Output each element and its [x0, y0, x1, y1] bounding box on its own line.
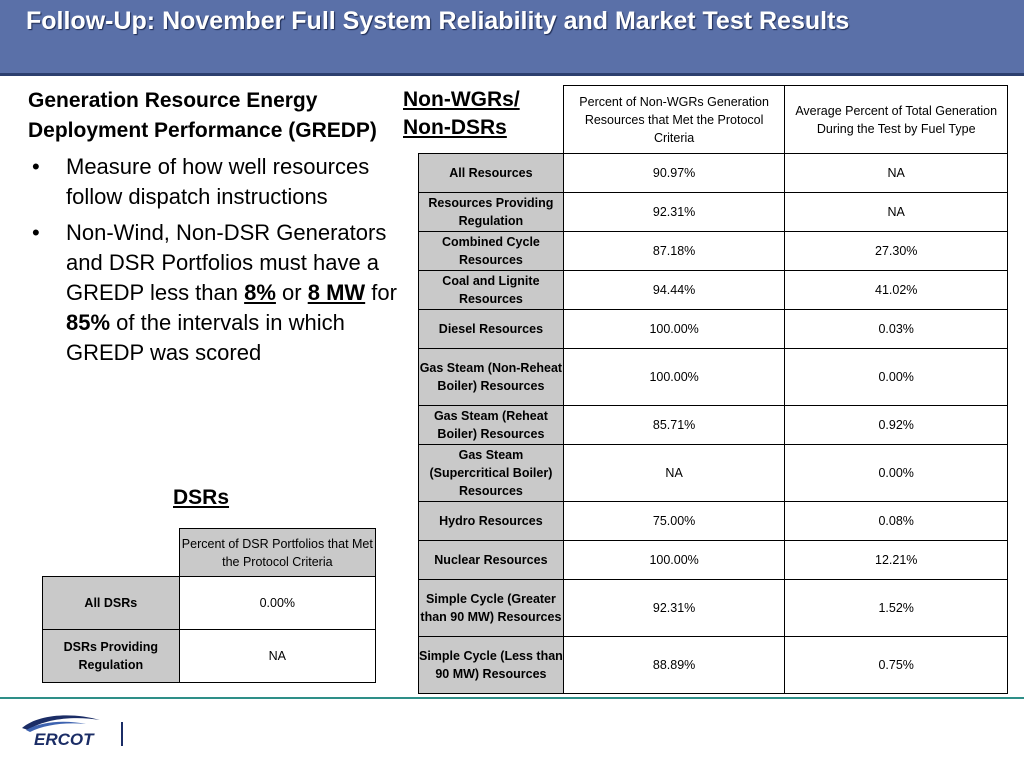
- ercot-logo-text: ERCOT: [34, 730, 95, 749]
- non-wgr-label-line2: Non-DSRs: [403, 116, 507, 139]
- slide-title: Follow-Up: November Full System Reliabil…: [26, 7, 850, 35]
- bullet-text-or: or: [275, 280, 308, 305]
- table-row: Resources Providing Regulation 92.31% NA: [418, 192, 1008, 232]
- row-value: NA: [178, 629, 377, 683]
- percent-met-cell: 87.18%: [562, 231, 786, 271]
- percent-met-cell: 90.97%: [562, 153, 786, 193]
- average-generation-cell: 0.03%: [784, 309, 1008, 349]
- row-label: Combined Cycle Resources: [418, 231, 564, 271]
- average-generation-cell: 0.00%: [784, 444, 1008, 502]
- bullet-text: Measure of how well resources follow dis…: [66, 154, 370, 209]
- table-row: Simple Cycle (Less than 90 MW) Resources…: [418, 636, 1008, 694]
- ercot-swoosh-logo-icon: ERCOT: [22, 715, 100, 749]
- average-generation-cell: 0.75%: [784, 636, 1008, 694]
- row-label: Nuclear Resources: [418, 540, 564, 580]
- table-row: DSRs Providing Regulation NA: [42, 629, 377, 683]
- row-value: 0.00%: [178, 576, 377, 630]
- table-row: Coal and Lignite Resources 94.44% 41.02%: [418, 270, 1008, 310]
- percent-met-cell: NA: [562, 444, 786, 502]
- table-row: Simple Cycle (Greater than 90 MW) Resour…: [418, 579, 1008, 637]
- average-generation-cell: 0.08%: [784, 501, 1008, 541]
- table-corner-blank: [43, 529, 180, 577]
- average-generation-cell: 0.00%: [784, 348, 1008, 406]
- table-row: Gas Steam (Supercritical Boiler) Resourc…: [418, 444, 1008, 502]
- bullet-glyph: •: [32, 220, 40, 245]
- row-label: Simple Cycle (Greater than 90 MW) Resour…: [418, 579, 564, 637]
- row-label: DSRs Providing Regulation: [42, 629, 180, 683]
- row-label: Simple Cycle (Less than 90 MW) Resources: [418, 636, 564, 694]
- percent-met-cell: 92.31%: [562, 579, 786, 637]
- percent-met-cell: 100.00%: [562, 309, 786, 349]
- average-generation-cell: 0.92%: [784, 405, 1008, 445]
- table-row: All DSRs 0.00%: [42, 576, 377, 630]
- bullet-text-part1: Non-Wind, Non-DSR Generators and DSR Por…: [66, 220, 387, 305]
- intervals-percent: 85%: [66, 310, 111, 335]
- non-wgr-results-table: Percent of Non-WGRs Generation Resources…: [418, 85, 1008, 694]
- dsr-column-header: Percent of DSR Portfolios that Met the P…: [178, 528, 377, 577]
- bullet-glyph: •: [32, 154, 40, 179]
- average-generation-cell: NA: [784, 192, 1008, 232]
- average-generation-cell: NA: [784, 153, 1008, 193]
- table-row: Hydro Resources 75.00% 0.08%: [418, 501, 1008, 541]
- gredp-description: Generation Resource Energy Deployment Pe…: [28, 86, 413, 374]
- row-label: Resources Providing Regulation: [418, 192, 564, 232]
- percent-met-cell: 85.71%: [562, 405, 786, 445]
- gredp-bullet-list: • Measure of how well resources follow d…: [28, 152, 413, 368]
- bullet-item-criteria: • Non-Wind, Non-DSR Generators and DSR P…: [28, 218, 413, 368]
- percent-met-cell: 100.00%: [562, 540, 786, 580]
- row-label: All Resources: [418, 153, 564, 193]
- row-label: All DSRs: [42, 576, 180, 630]
- table-row: Diesel Resources 100.00% 0.03%: [418, 309, 1008, 349]
- percent-met-cell: 92.31%: [562, 192, 786, 232]
- percent-met-cell: 75.00%: [562, 501, 786, 541]
- threshold-mw: 8 MW: [307, 280, 366, 305]
- threshold-percent: 8%: [244, 280, 276, 305]
- dsr-section-title: DSRs: [173, 486, 230, 509]
- percent-met-cell: 100.00%: [562, 348, 786, 406]
- non-wgr-section-label: Non-WGRs/ Non-DSRs: [403, 86, 520, 142]
- row-label: Gas Steam (Reheat Boiler) Resources: [418, 405, 564, 445]
- row-label: Diesel Resources: [418, 309, 564, 349]
- average-generation-cell: 27.30%: [784, 231, 1008, 271]
- table-row: Gas Steam (Reheat Boiler) Resources 85.7…: [418, 405, 1008, 445]
- table-row: Gas Steam (Non-Reheat Boiler) Resources …: [418, 348, 1008, 406]
- bullet-item-definition: • Measure of how well resources follow d…: [28, 152, 413, 212]
- column-header-average-generation: Average Percent of Total Generation Duri…: [784, 85, 1008, 154]
- bullet-text-part2: of the intervals in which GREDP was scor…: [66, 310, 345, 365]
- table-row: Nuclear Resources 100.00% 12.21%: [418, 540, 1008, 580]
- average-generation-cell: 41.02%: [784, 270, 1008, 310]
- row-label: Coal and Lignite Resources: [418, 270, 564, 310]
- gredp-heading: Generation Resource Energy Deployment Pe…: [28, 89, 377, 142]
- percent-met-cell: 94.44%: [562, 270, 786, 310]
- footer-logo-divider: [121, 722, 123, 746]
- column-header-percent-met: Percent of Non-WGRs Generation Resources…: [562, 85, 786, 154]
- row-label: Gas Steam (Supercritical Boiler) Resourc…: [418, 444, 564, 502]
- dsr-table: Percent of DSR Portfolios that Met the P…: [42, 528, 377, 683]
- table-row: All Resources 90.97% NA: [418, 153, 1008, 193]
- row-label: Hydro Resources: [418, 501, 564, 541]
- percent-met-cell: 88.89%: [562, 636, 786, 694]
- average-generation-cell: 12.21%: [784, 540, 1008, 580]
- footer-divider-line: [0, 697, 1024, 699]
- ercot-logo: ERCOT: [20, 712, 102, 755]
- non-wgr-label-line1: Non-WGRs/: [403, 88, 520, 111]
- table-row: Combined Cycle Resources 87.18% 27.30%: [418, 231, 1008, 271]
- bullet-text-for: for: [365, 280, 397, 305]
- row-label: Gas Steam (Non-Reheat Boiler) Resources: [418, 348, 564, 406]
- average-generation-cell: 1.52%: [784, 579, 1008, 637]
- table-corner-blank: [419, 86, 564, 154]
- title-bar: Follow-Up: November Full System Reliabil…: [0, 0, 1024, 76]
